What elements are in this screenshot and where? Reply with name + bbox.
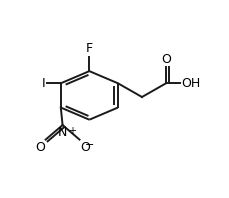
Text: +: + (67, 126, 75, 136)
Text: OH: OH (180, 77, 199, 90)
Text: O: O (35, 141, 45, 154)
Text: F: F (85, 42, 93, 55)
Text: O: O (160, 53, 170, 66)
Text: I: I (41, 77, 45, 90)
Text: N: N (58, 126, 67, 139)
Text: O: O (80, 141, 90, 154)
Text: −: − (84, 140, 93, 150)
